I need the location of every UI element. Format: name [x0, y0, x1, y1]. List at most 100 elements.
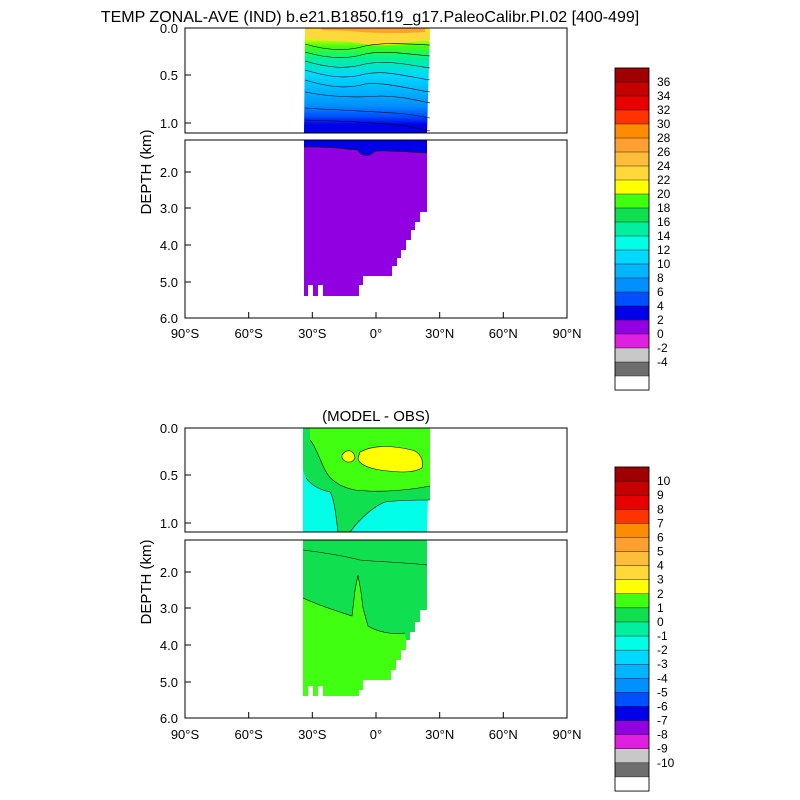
colorbar-swatch	[614, 494, 650, 510]
colorbar-swatch	[614, 762, 650, 778]
model-upper-field	[304, 28, 431, 133]
difference-x-axis: 90°S 60°S 30°S 0° 30°N 60°N 90°N	[171, 712, 582, 742]
colorbar-swatch	[614, 692, 650, 707]
colorbar-swatch	[614, 277, 650, 293]
diff-xtick: 90°S	[171, 727, 200, 742]
colorbar-swatch	[614, 579, 650, 595]
colorbar-level-label: 26	[657, 145, 671, 159]
model-xtick: 30°N	[425, 326, 454, 341]
colorbar-swatch	[614, 551, 650, 567]
colorbar-level-label: 4	[657, 559, 664, 573]
colorbar-swatch	[614, 291, 650, 307]
colorbar-level-label: 9	[657, 488, 664, 502]
model-deep-band	[304, 140, 427, 156]
colorbar-swatch	[614, 593, 650, 609]
colorbar-swatch	[614, 706, 650, 722]
colorbar-level-label: 0	[657, 327, 664, 341]
model-x-axis: 90°S 60°S 30°S 0° 30°N 60°N 90°N	[171, 312, 582, 341]
diff-xtick: 30°S	[298, 727, 327, 742]
colorbar-level-label: 6	[657, 530, 664, 544]
colorbar-swatch	[614, 607, 650, 623]
colorbar-swatch	[614, 734, 650, 750]
colorbar-swatch	[614, 235, 650, 251]
colorbar-level-label: -6	[657, 699, 668, 713]
colorbar-swatch	[614, 333, 650, 349]
colorbar-level-label: 34	[657, 89, 671, 103]
colorbar-swatch	[614, 137, 650, 153]
colorbar-level-label: 7	[657, 516, 664, 530]
colorbar-level-label: -2	[657, 643, 668, 657]
model-upper-frame	[184, 27, 568, 134]
colorbar-swatch	[614, 509, 650, 524]
colorbar-swatch	[614, 67, 650, 83]
colorbar-level-label: 8	[657, 502, 664, 516]
colorbar-swatch	[614, 375, 650, 391]
colorbar-level-label: 28	[657, 131, 671, 145]
colorbar-swatch	[614, 635, 650, 651]
colorbar-swatch	[614, 179, 650, 195]
colorbar-level-label: -4	[657, 355, 668, 369]
colorbar-level-label: 18	[657, 201, 671, 215]
difference-panel: (MODEL - OBS)	[138, 408, 675, 792]
colorbar-level-label: 1	[657, 601, 664, 615]
model-ytick: 4.0	[160, 238, 178, 253]
colorbar-swatch	[614, 480, 650, 496]
model-surface-hot	[322, 28, 425, 34]
diff-ytick: 6.0	[160, 711, 178, 726]
model-contours-upper	[304, 43, 431, 132]
model-xtick: 90°S	[171, 326, 200, 341]
colorbar-level-label: 2	[657, 587, 664, 601]
diff-ytick: 1.0	[160, 516, 178, 531]
colorbar-swatch	[614, 776, 650, 792]
diff-xtick: 90°N	[552, 727, 581, 742]
diff-xtick: 0°	[370, 727, 382, 742]
colorbar-swatch	[614, 249, 650, 265]
colorbar-swatch	[614, 151, 650, 167]
model-xtick: 30°S	[298, 326, 327, 341]
colorbar-swatch	[614, 523, 650, 538]
colorbar-level-label: 10	[657, 474, 671, 488]
colorbar-swatch	[614, 123, 650, 139]
diff-contours-lower	[302, 549, 428, 634]
colorbar-swatch	[614, 748, 650, 764]
figure-title: TEMP ZONAL-AVE (IND) b.e21.B1850.f19_g17…	[101, 9, 639, 26]
model-xtick: 0°	[370, 326, 382, 341]
difference-upper-frame	[184, 427, 568, 533]
colorbar-level-label: 4	[657, 299, 664, 313]
colorbar-swatch	[614, 537, 650, 553]
colorbar-swatch	[614, 347, 650, 363]
colorbar-level-label: 20	[657, 187, 671, 201]
colorbar-swatch	[614, 165, 650, 181]
colorbar-level-label: 24	[657, 159, 671, 173]
colorbar-level-label: 5	[657, 545, 664, 559]
colorbar-level-label: 36	[657, 75, 671, 89]
diff-ytick: 2.0	[160, 565, 178, 580]
colorbar-swatch	[614, 678, 650, 693]
colorbar-level-label: 30	[657, 117, 671, 131]
diff-ytick: 5.0	[160, 675, 178, 690]
diff-ytick: 3.0	[160, 601, 178, 616]
model-ytick: 2.0	[160, 165, 178, 180]
model-xtick: 60°S	[235, 326, 264, 341]
colorbar-swatch	[614, 565, 650, 581]
colorbar-swatch	[614, 207, 650, 223]
diff-contours-upper	[305, 439, 431, 532]
model-y-axis: 0.0 0.5 1.0 2.0 3.0 4.0 5.0 6.0 DEPTH (k…	[138, 21, 191, 326]
colorbar-level-label: -8	[657, 728, 668, 742]
colorbar-level-label: 2	[657, 313, 664, 327]
colorbar-swatch	[614, 621, 650, 637]
colorbar-swatch	[614, 109, 650, 125]
model-ytick: 3.0	[160, 201, 178, 216]
model-ytick: 0.0	[160, 21, 178, 36]
diff-upper-yellow-main	[358, 446, 423, 472]
diff-ytick: 4.0	[160, 638, 178, 653]
colorbar-swatch	[614, 649, 650, 665]
colorbar-swatch	[614, 361, 650, 377]
difference-y-axis: 0.0 0.5 1.0 2.0 3.0 4.0 5.0 6.0 DEPTH (k…	[138, 421, 191, 726]
diff-ytick: 0.5	[160, 468, 178, 483]
diff-upper-yellow-small	[342, 450, 355, 463]
colorbar-swatch	[614, 720, 650, 736]
